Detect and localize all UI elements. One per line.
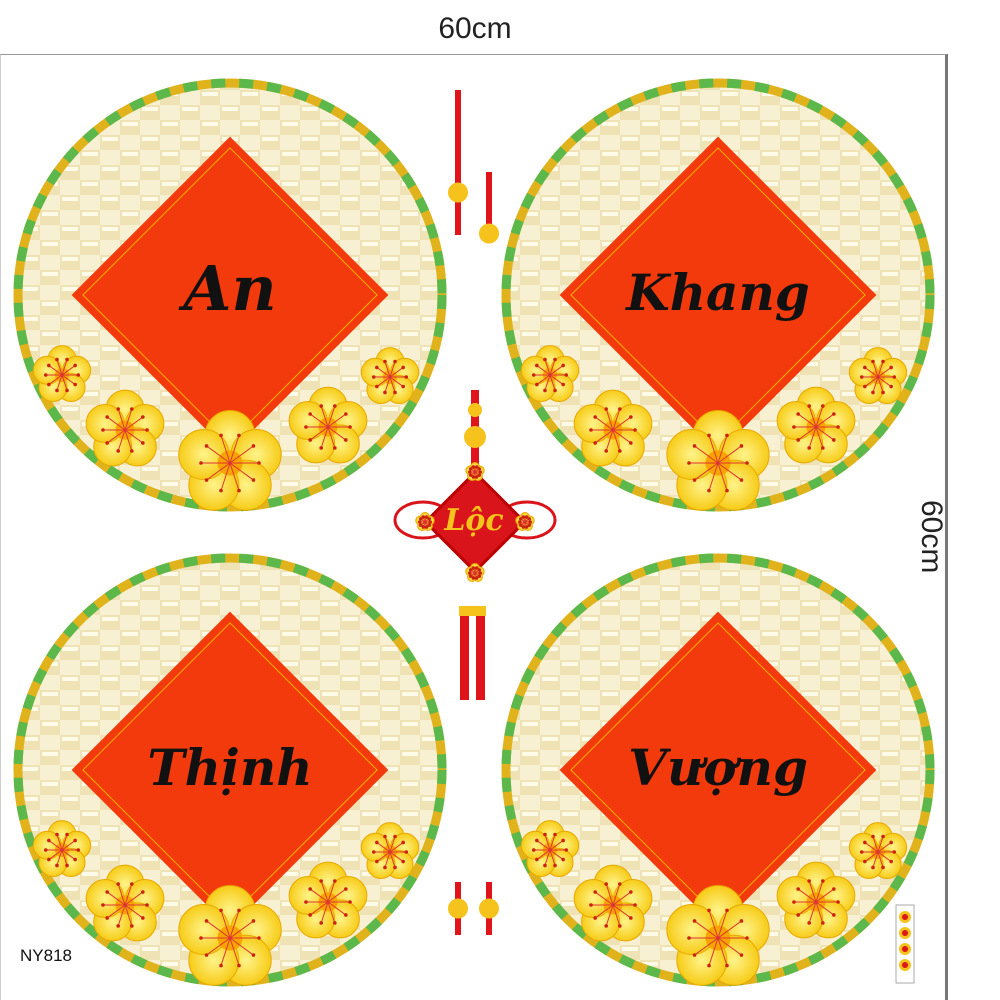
- apricot-flower-icon: [848, 822, 908, 879]
- apricot-flower-icon: [776, 386, 856, 464]
- sticker-frame: [0, 54, 948, 1000]
- panel-word: Thịnh: [147, 738, 312, 797]
- calligraphy-panel: Khang: [501, 78, 935, 512]
- calligraphy-panel: Thịnh: [13, 553, 447, 987]
- apricot-flower-icon: [515, 512, 535, 532]
- product-code: NY818: [20, 946, 72, 965]
- panel-word: Khang: [624, 263, 810, 322]
- hanging-ornament: [479, 172, 499, 244]
- apricot-flower-icon: [776, 861, 856, 939]
- apricot-flower-icon: [178, 410, 282, 511]
- apricot-flower-icon: [360, 347, 420, 404]
- apricot-flower-icon: [520, 345, 580, 402]
- apricot-flower-icon: [85, 389, 165, 467]
- apricot-flower-icon: [32, 345, 92, 402]
- calligraphy-panel: An: [13, 78, 447, 512]
- apricot-flower-icon: [415, 512, 435, 532]
- apricot-flower-icon: [848, 347, 908, 404]
- apricot-flower-icon: [666, 885, 770, 986]
- red-diamond: [71, 136, 389, 454]
- hanging-ornament: [448, 90, 468, 235]
- apricot-flower-icon: [288, 861, 368, 939]
- panel-word: Vượng: [628, 738, 808, 797]
- apricot-flower-icon: [178, 885, 282, 986]
- apricot-flower-icon: [360, 822, 420, 879]
- apricot-flower-icon: [666, 410, 770, 511]
- apricot-flower-icon: [85, 864, 165, 942]
- panel-word: An: [178, 252, 276, 325]
- width-dimension-label: 60cm: [438, 12, 512, 45]
- apricot-flower-icon: [465, 563, 485, 583]
- apricot-flower-icon: [520, 820, 580, 877]
- hanging-ornament: [479, 882, 499, 935]
- apricot-flower-icon: [573, 864, 653, 942]
- calligraphy-panel: Vượng: [501, 553, 935, 987]
- apricot-flower-icon: [32, 820, 92, 877]
- apricot-flower-icon: [288, 386, 368, 464]
- hanging-ornament: [448, 882, 468, 935]
- preview-strip: [895, 904, 915, 984]
- lucky-knot-ornament: [393, 390, 557, 700]
- knot-word: Lộc: [443, 503, 503, 538]
- apricot-flower-icon: [573, 389, 653, 467]
- apricot-flower-icon: [465, 462, 485, 482]
